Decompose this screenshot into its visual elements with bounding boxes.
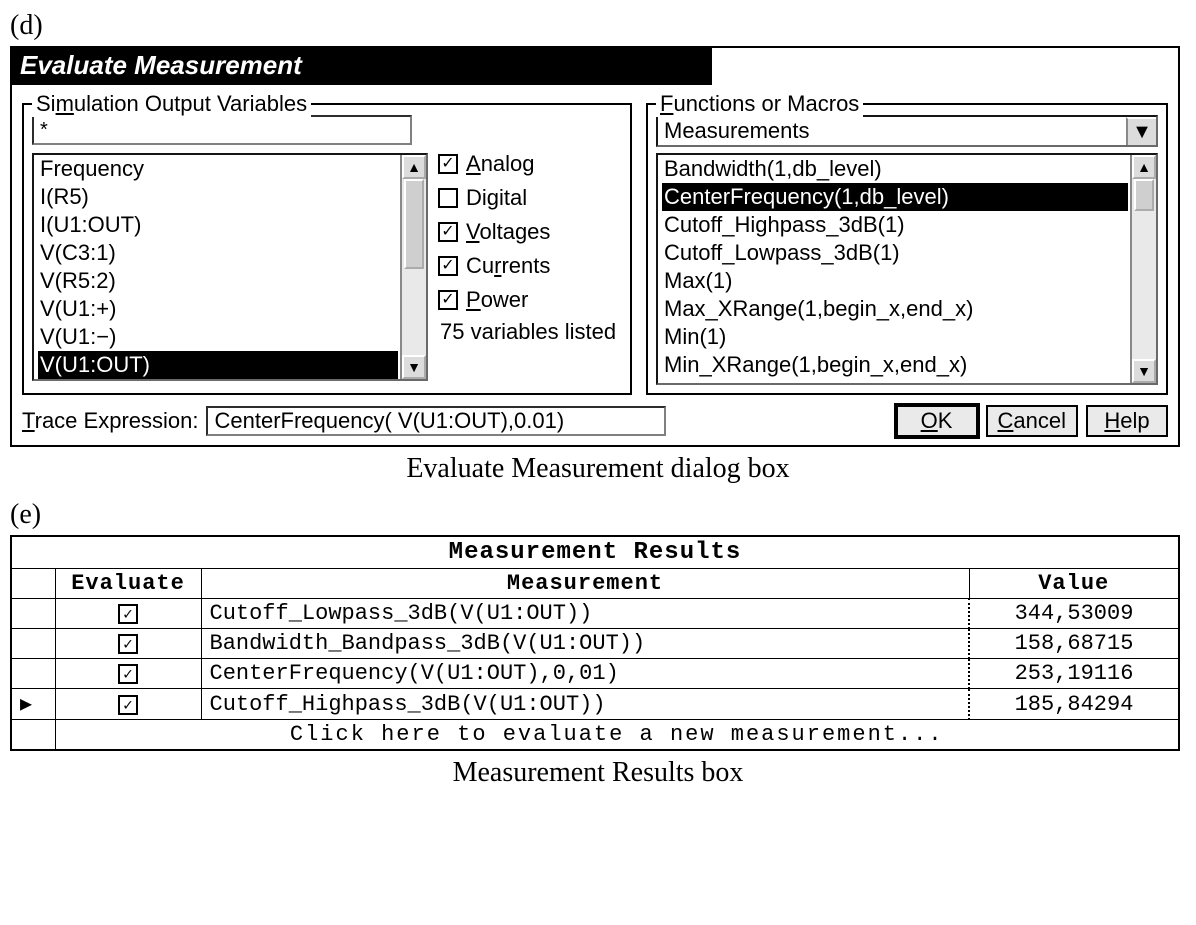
- header-pointer: [11, 569, 55, 599]
- table-row[interactable]: ▶✓Cutoff_Highpass_3dB(V(U1:OUT))185,8429…: [11, 689, 1179, 720]
- table-row[interactable]: ✓Cutoff_Lowpass_3dB(V(U1:OUT))344,53009: [11, 599, 1179, 629]
- scroll-up-icon[interactable]: ▲: [402, 155, 426, 179]
- chevron-down-icon[interactable]: ▼: [1126, 117, 1156, 145]
- checkbox-analog[interactable]: ✓ Analog: [438, 151, 616, 177]
- functions-item[interactable]: CenterFrequency(1,db_level): [662, 183, 1128, 211]
- header-evaluate: Evaluate: [55, 569, 201, 599]
- row-evaluate-checkbox[interactable]: ✓: [55, 659, 201, 689]
- row-measurement: Cutoff_Lowpass_3dB(V(U1:OUT)): [201, 599, 969, 629]
- row-pointer: ▶: [11, 689, 55, 720]
- simvars-item[interactable]: Frequency: [38, 155, 398, 183]
- row-measurement: CenterFrequency(V(U1:OUT),0,01): [201, 659, 969, 689]
- caption-e: Measurement Results box: [10, 757, 1186, 789]
- checkbox-label: Currents: [466, 253, 550, 279]
- checkbox-icon: [438, 188, 458, 208]
- scroll-thumb[interactable]: [1134, 179, 1154, 211]
- simvars-item[interactable]: I(U1:OUT): [38, 211, 398, 239]
- row-value: 253,19116: [969, 659, 1179, 689]
- row-pointer: [11, 659, 55, 689]
- checkbox-power[interactable]: ✓ Power: [438, 287, 616, 313]
- row-pointer: [11, 599, 55, 629]
- checkbox-label: Analog: [466, 151, 535, 177]
- simvars-legend: Simulation Output Variables: [32, 91, 311, 117]
- checkbox-label: Power: [466, 287, 528, 313]
- evaluate-measurement-dialog: Evaluate Measurement Simulation Output V…: [10, 46, 1180, 447]
- functions-or-macros-group: Functions or Macros Measurements ▼ Bandw…: [646, 103, 1168, 395]
- simvars-item[interactable]: V(U1:+): [38, 295, 398, 323]
- simvars-item[interactable]: V(U1:−): [38, 323, 398, 351]
- simulation-output-variables-group: Simulation Output Variables FrequencyI(R…: [22, 103, 632, 395]
- results-footer-row[interactable]: Click here to evaluate a new measurement…: [11, 720, 1179, 751]
- checkbox-icon: ✓: [438, 290, 458, 310]
- checkbox-label: Digital: [466, 185, 527, 211]
- help-button[interactable]: Help: [1086, 405, 1168, 437]
- functions-item[interactable]: Max(1): [662, 267, 1128, 295]
- functions-legend: Functions or Macros: [656, 91, 863, 117]
- results-footer-text: Click here to evaluate a new measurement…: [55, 720, 1179, 751]
- cancel-button[interactable]: Cancel: [986, 405, 1078, 437]
- row-measurement: Bandwidth_Bandpass_3dB(V(U1:OUT)): [201, 629, 969, 659]
- simvars-filter-input[interactable]: [32, 115, 412, 145]
- functions-item[interactable]: Max_XRange(1,begin_x,end_x): [662, 295, 1128, 323]
- scrollbar[interactable]: ▲ ▼: [400, 155, 426, 379]
- checkbox-label: Voltages: [466, 219, 550, 245]
- row-measurement: Cutoff_Highpass_3dB(V(U1:OUT)): [201, 689, 969, 720]
- scroll-down-icon[interactable]: ▼: [1132, 359, 1156, 383]
- measurement-results-table: Measurement Results Evaluate Measurement…: [10, 535, 1180, 751]
- row-value: 158,68715: [969, 629, 1179, 659]
- row-evaluate-checkbox[interactable]: ✓: [55, 689, 201, 720]
- row-value: 344,53009: [969, 599, 1179, 629]
- simvars-listbox[interactable]: FrequencyI(R5)I(U1:OUT)V(C3:1)V(R5:2)V(U…: [32, 153, 428, 381]
- ok-button[interactable]: OK: [896, 405, 978, 437]
- caption-d: Evaluate Measurement dialog box: [10, 453, 1186, 485]
- scroll-down-icon[interactable]: ▼: [402, 355, 426, 379]
- trace-expression-label: Trace Expression:: [22, 408, 198, 434]
- trace-expression-input[interactable]: [206, 406, 666, 436]
- checkbox-icon: ✓: [438, 222, 458, 242]
- functions-item[interactable]: Cutoff_Lowpass_3dB(1): [662, 239, 1128, 267]
- functions-item[interactable]: Bandwidth(1,db_level): [662, 155, 1128, 183]
- checkbox-voltages[interactable]: ✓ Voltages: [438, 219, 616, 245]
- scroll-thumb[interactable]: [404, 179, 424, 269]
- row-evaluate-checkbox[interactable]: ✓: [55, 629, 201, 659]
- row-value: 185,84294: [969, 689, 1179, 720]
- variables-listed-label: 75 variables listed: [440, 319, 616, 345]
- checkbox-icon: ✓: [438, 154, 458, 174]
- dialog-title: Evaluate Measurement: [12, 48, 712, 85]
- functions-item[interactable]: Min_XRange(1,begin_x,end_x): [662, 351, 1128, 379]
- row-pointer: [11, 629, 55, 659]
- functions-combo-text: Measurements: [658, 117, 1126, 145]
- header-measurement: Measurement: [201, 569, 969, 599]
- functions-listbox[interactable]: Bandwidth(1,db_level)CenterFrequency(1,d…: [656, 153, 1158, 385]
- checkbox-digital[interactable]: Digital: [438, 185, 616, 211]
- simvars-item[interactable]: I(R5): [38, 183, 398, 211]
- simvars-item[interactable]: V(C3:1): [38, 239, 398, 267]
- scroll-up-icon[interactable]: ▲: [1132, 155, 1156, 179]
- scrollbar[interactable]: ▲ ▼: [1130, 155, 1156, 383]
- functions-combo[interactable]: Measurements ▼: [656, 115, 1158, 147]
- results-title: Measurement Results: [11, 536, 1179, 569]
- simvars-item[interactable]: V(U1:OUT): [38, 351, 398, 379]
- figure-d-label: (d): [10, 10, 1186, 42]
- functions-item[interactable]: Min(1): [662, 323, 1128, 351]
- figure-e-label: (e): [10, 499, 1186, 531]
- checkbox-currents[interactable]: ✓ Currents: [438, 253, 616, 279]
- checkbox-icon: ✓: [438, 256, 458, 276]
- simvars-item[interactable]: V(R5:2): [38, 267, 398, 295]
- table-row[interactable]: ✓Bandwidth_Bandpass_3dB(V(U1:OUT))158,68…: [11, 629, 1179, 659]
- table-row[interactable]: ✓CenterFrequency(V(U1:OUT),0,01)253,1911…: [11, 659, 1179, 689]
- functions-item[interactable]: Cutoff_Highpass_3dB(1): [662, 211, 1128, 239]
- row-evaluate-checkbox[interactable]: ✓: [55, 599, 201, 629]
- header-value: Value: [969, 569, 1179, 599]
